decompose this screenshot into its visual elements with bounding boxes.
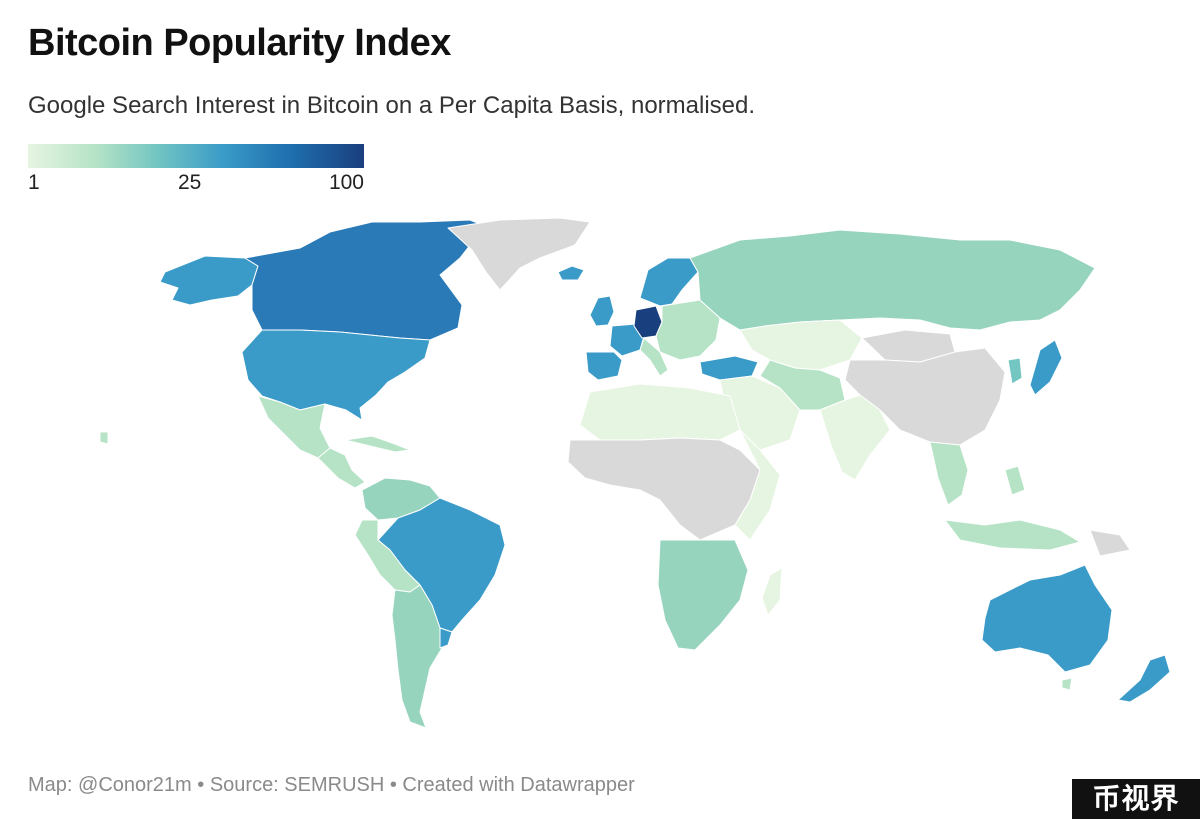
region-central-america[interactable]: [317, 447, 366, 489]
region-australia[interactable]: [981, 564, 1113, 673]
region-indonesia[interactable]: [944, 519, 1081, 551]
region-tasmania[interactable]: [1061, 677, 1073, 691]
region-iberia[interactable]: [585, 351, 623, 381]
legend-min-label: 1: [28, 171, 40, 194]
region-philippines[interactable]: [1004, 465, 1026, 496]
region-hawaii[interactable]: [99, 431, 109, 445]
region-papua-new-guinea[interactable]: [1089, 529, 1131, 557]
source-footer: Map: @Conor21m • Source: SEMRUSH • Creat…: [28, 774, 635, 796]
region-japan[interactable]: [1029, 339, 1063, 396]
legend-gradient-bar: [28, 144, 364, 168]
map-subtitle: Google Search Interest in Bitcoin on a P…: [28, 92, 756, 119]
region-india[interactable]: [819, 394, 891, 481]
color-legend: 1 25 100: [28, 144, 364, 194]
region-north-africa[interactable]: [579, 383, 741, 441]
region-central-africa[interactable]: [567, 437, 761, 541]
region-southern-africa[interactable]: [657, 539, 749, 651]
region-alaska[interactable]: [159, 255, 259, 306]
region-uruguay[interactable]: [439, 627, 453, 649]
region-new-zealand[interactable]: [1117, 654, 1171, 703]
legend-ticks: 1 25 100: [28, 168, 364, 194]
region-russia[interactable]: [689, 229, 1096, 331]
world-map: [99, 217, 1171, 729]
region-east-africa[interactable]: [734, 429, 781, 541]
region-madagascar[interactable]: [761, 567, 783, 616]
watermark-logo: 币视界: [1072, 779, 1200, 819]
map-title: Bitcoin Popularity Index: [28, 22, 451, 64]
region-greenland[interactable]: [447, 217, 591, 291]
region-canada[interactable]: [244, 219, 486, 341]
legend-max-label: 100: [328, 171, 364, 194]
legend-mid-label: 25: [178, 171, 202, 194]
region-united-states[interactable]: [241, 329, 431, 421]
region-caribbean[interactable]: [344, 435, 411, 453]
region-korea[interactable]: [1007, 357, 1023, 385]
region-italy-balkans[interactable]: [639, 337, 669, 377]
region-scandinavia[interactable]: [639, 257, 699, 307]
region-uk-ireland[interactable]: [589, 295, 615, 327]
region-iceland[interactable]: [557, 265, 585, 281]
region-argentina-chile[interactable]: [391, 584, 443, 729]
region-southeast-asia[interactable]: [929, 441, 969, 506]
